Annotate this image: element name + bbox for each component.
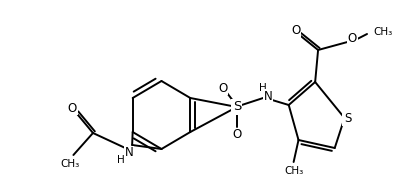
Text: N: N: [264, 90, 273, 102]
Text: CH₃: CH₃: [373, 27, 392, 37]
Text: H: H: [117, 155, 125, 165]
Text: O: O: [232, 129, 241, 142]
Text: N: N: [125, 146, 134, 160]
Text: O: O: [348, 33, 357, 46]
Text: O: O: [68, 101, 77, 115]
Text: O: O: [291, 25, 300, 37]
Text: H: H: [260, 83, 267, 93]
Text: CH₃: CH₃: [284, 166, 303, 176]
Text: CH₃: CH₃: [61, 159, 80, 169]
Text: S: S: [233, 101, 241, 114]
Text: S: S: [344, 112, 351, 125]
Text: O: O: [218, 81, 228, 94]
